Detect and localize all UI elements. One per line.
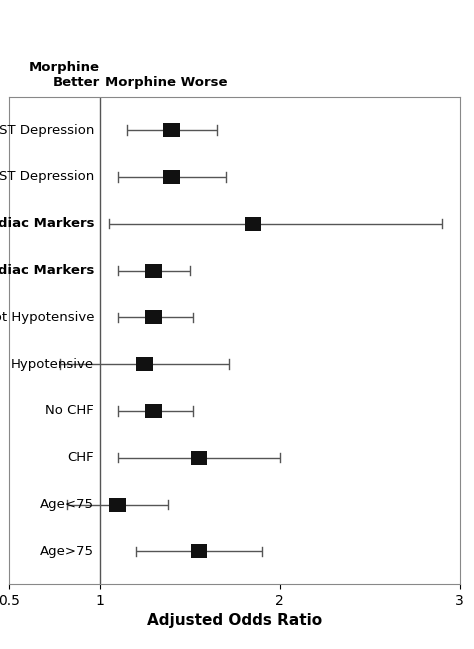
X-axis label: Adjusted Odds Ratio: Adjusted Odds Ratio [147, 613, 322, 628]
Text: Morphine
Better: Morphine Better [28, 61, 100, 89]
Bar [191, 450, 207, 465]
Text: Morphine Worse: Morphine Worse [105, 76, 228, 89]
Bar [137, 357, 153, 371]
Text: Age>75: Age>75 [40, 545, 94, 558]
Text: Not Hypotensive: Not Hypotensive [0, 311, 94, 324]
Text: No ST Depression: No ST Depression [0, 123, 94, 136]
Text: ST Depression: ST Depression [0, 171, 94, 184]
Text: CHF: CHF [67, 451, 94, 464]
Text: Negative Cardiac Markers: Negative Cardiac Markers [0, 217, 94, 230]
Bar [164, 170, 180, 184]
Text: Age<75: Age<75 [40, 498, 94, 511]
Bar [109, 498, 126, 511]
Bar [164, 123, 180, 137]
Bar [245, 217, 261, 231]
Text: No CHF: No CHF [46, 404, 94, 417]
Bar [146, 310, 162, 324]
Bar [191, 545, 207, 558]
Text: Positive Cardiac Markers: Positive Cardiac Markers [0, 264, 94, 277]
Bar [146, 263, 162, 278]
Bar [146, 404, 162, 418]
Text: Hypotensive: Hypotensive [11, 358, 94, 371]
